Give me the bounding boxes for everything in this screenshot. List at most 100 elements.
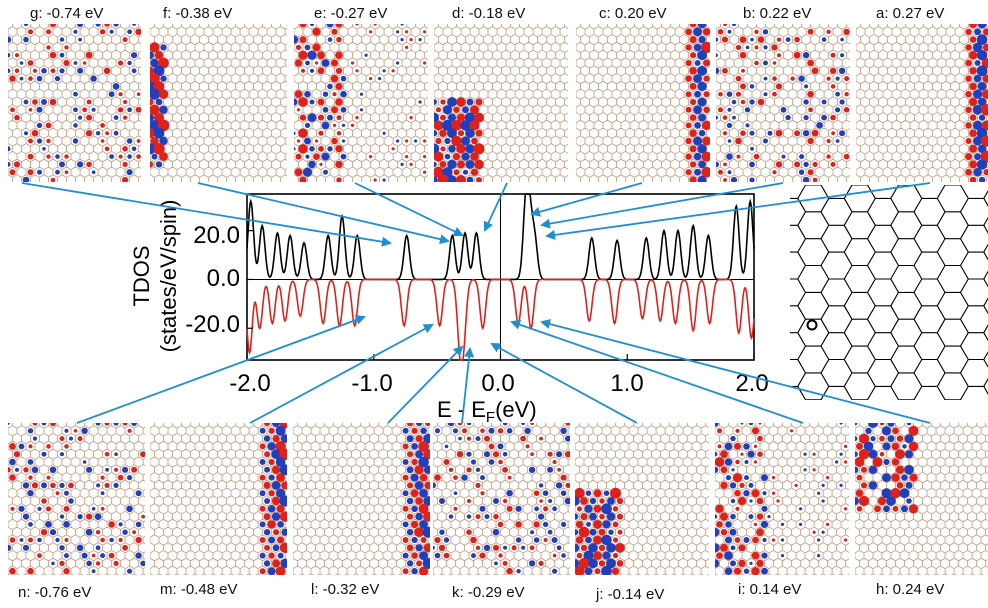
label-i: i: 0.14 eV — [738, 581, 802, 598]
label-j: j: -0.14 eV — [596, 586, 665, 603]
panel-b — [716, 24, 850, 182]
label-f: f: -0.38 eV — [163, 5, 233, 22]
y-axis-label-line1: TDOS — [129, 245, 154, 306]
orbital-plot-e — [294, 24, 428, 182]
panel-c — [576, 24, 710, 182]
xtick-label-neg1: -1.0 — [351, 370, 392, 397]
tdos-series-group — [246, 193, 755, 361]
lattice-bonds — [294, 24, 428, 182]
orbital-lobes — [150, 42, 170, 168]
pointer-arrow-10 — [461, 347, 475, 424]
orbital-plot-c — [576, 24, 710, 182]
ytick-label-neg20: -20.0 — [185, 311, 240, 338]
graphene-lattice-diagram — [790, 185, 988, 400]
label-m: m: -0.48 eV — [160, 581, 238, 598]
panel-l — [293, 423, 430, 575]
orbital-lobes — [434, 97, 485, 182]
orbital-plot-f — [150, 24, 287, 182]
pointer-arrow-12 — [510, 319, 804, 424]
orbital-plot-k — [433, 423, 570, 575]
pointer-arrow-2 — [354, 182, 464, 237]
pointer-arrow-7 — [76, 315, 366, 424]
label-c: c: 0.20 eV — [599, 5, 667, 22]
panel-d — [434, 24, 568, 182]
orbital-plot-h — [855, 423, 988, 575]
pointer-arrow-4 — [530, 182, 643, 217]
defect-site-marker — [806, 319, 818, 331]
pointer-arrow-11 — [490, 343, 638, 424]
label-b: b: 0.22 eV — [743, 5, 812, 22]
label-h: h: 0.24 eV — [876, 581, 945, 598]
x-axis-label-main: E - E — [437, 397, 486, 422]
pointer-arrow-13 — [540, 319, 931, 424]
pointer-arrow-6 — [545, 182, 931, 240]
orbital-lobes — [965, 24, 988, 182]
lattice-bonds — [715, 423, 849, 575]
xtick-label-neg2: -2.0 — [229, 370, 270, 397]
pointer-arrow-8 — [249, 324, 434, 424]
orbital-plot-m — [150, 423, 287, 575]
orbital-lobes — [575, 487, 625, 575]
panel-j — [575, 423, 709, 575]
orbital-plot-d — [434, 24, 568, 182]
label-d: d: -0.18 eV — [452, 5, 526, 22]
orbital-lobes — [433, 423, 570, 575]
orbital-lobes — [402, 423, 430, 575]
x-axis-label: E - EF(eV) — [437, 397, 537, 426]
label-g: g: -0.74 eV — [30, 5, 104, 22]
lattice-bonds — [433, 423, 570, 575]
lattice-bonds — [855, 423, 988, 575]
lattice-bonds — [8, 423, 145, 575]
label-k: k: -0.29 eV — [452, 584, 525, 601]
tdos-spin-down-line — [246, 278, 755, 361]
label-l: l: -0.32 eV — [311, 581, 380, 598]
panel-f — [150, 24, 287, 182]
orbital-lobes — [294, 24, 427, 182]
panel-n — [8, 423, 145, 575]
orbital-lobes — [259, 423, 287, 575]
lattice-bonds — [575, 423, 709, 575]
panel-h — [855, 423, 988, 575]
orbital-lobes — [855, 423, 919, 514]
panel-m — [150, 423, 287, 575]
orbital-lobes — [8, 24, 141, 182]
y-axis-label-line2: (states/eV/spin) — [156, 200, 181, 353]
pointer-arrow-5 — [540, 182, 784, 229]
panel-a — [856, 24, 988, 182]
orbital-plot-n — [8, 423, 145, 575]
orbital-plot-a — [856, 24, 988, 182]
panel-e — [294, 24, 428, 182]
lattice-mesh — [790, 185, 988, 400]
axis-ticks — [246, 230, 755, 360]
orbital-plot-l — [293, 423, 430, 575]
x-axis-label-unit: (eV) — [495, 397, 537, 422]
orbital-plot-i — [715, 423, 849, 575]
label-n: n: -0.76 eV — [18, 584, 92, 601]
ytick-label-20: 20.0 — [193, 222, 240, 249]
lattice-bonds — [8, 24, 141, 182]
panel-i — [715, 423, 849, 575]
pointer-arrow-1 — [197, 182, 450, 245]
panel-k — [433, 423, 570, 575]
pointer-arrow-0 — [21, 182, 392, 247]
x-axis-label-subscript: F — [486, 409, 495, 426]
orbital-lobes — [685, 24, 710, 182]
panel-g — [8, 24, 141, 182]
orbital-plot-g — [8, 24, 141, 182]
pointer-arrow-9 — [387, 345, 464, 424]
label-e: e: -0.27 eV — [314, 5, 388, 22]
orbital-lobes — [715, 423, 848, 575]
xtick-label-0: 0.0 — [481, 370, 514, 397]
orbital-lobes — [8, 423, 145, 575]
lattice-bonds — [856, 24, 988, 182]
pointer-arrow-3 — [483, 182, 508, 232]
orbital-lobes — [716, 24, 850, 182]
lattice-bonds — [716, 24, 850, 182]
orbital-plot-b — [716, 24, 850, 182]
orbital-plot-j — [575, 423, 709, 575]
xtick-label-1: 1.0 — [610, 370, 643, 397]
ytick-label-0: 0.0 — [207, 265, 240, 292]
lattice-bonds — [434, 24, 568, 182]
